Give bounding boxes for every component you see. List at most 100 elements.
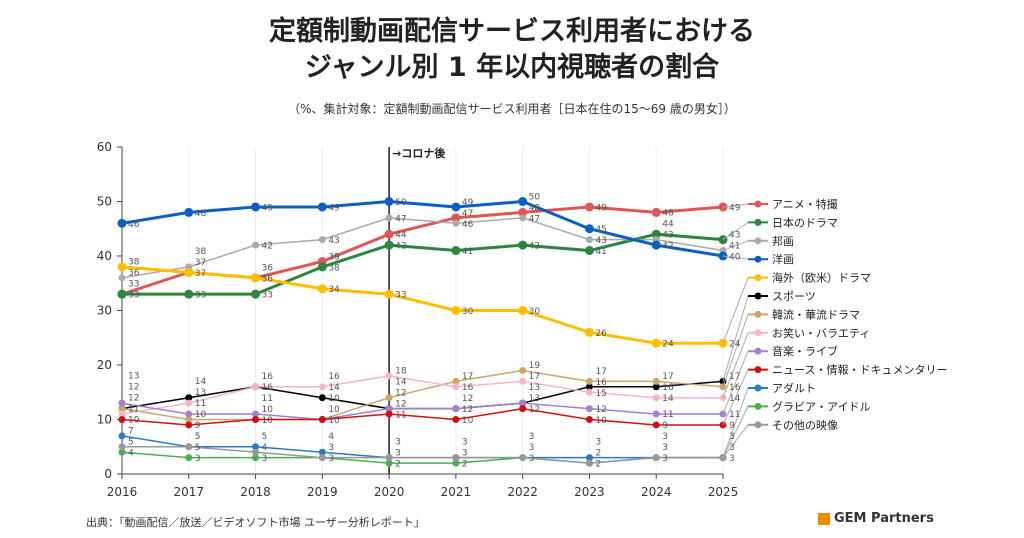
data-label: 13 [529, 394, 540, 404]
data-point [252, 410, 260, 418]
data-point [585, 405, 593, 413]
data-point [318, 394, 326, 402]
data-label: 5 [128, 438, 134, 448]
legend-label: 海外（欧米）ドラマ [772, 271, 871, 285]
legend-label: 邦画 [772, 235, 794, 248]
legend-connector [722, 424, 749, 458]
series-line [122, 232, 724, 296]
data-label: 33 [395, 291, 406, 301]
data-label: 26 [595, 329, 607, 339]
data-label: 12 [395, 400, 406, 410]
legend-marker [754, 237, 762, 245]
data-point [252, 383, 260, 391]
y-tick-label: 60 [97, 140, 112, 154]
series-line [121, 380, 724, 410]
y-tick-label: 50 [97, 195, 112, 209]
legend-label: 洋画 [772, 252, 794, 266]
data-point [318, 383, 326, 391]
data-point [251, 273, 261, 283]
legend-marker [754, 310, 762, 318]
data-label: 3 [729, 454, 735, 464]
series-line [122, 446, 723, 464]
x-tick-label: 2018 [240, 485, 271, 499]
x-tick-label: 2017 [174, 485, 205, 499]
data-label: 10 [328, 394, 340, 404]
data-label: 44 [662, 220, 674, 230]
data-label: 36 [128, 269, 140, 279]
data-label: 47 [529, 214, 540, 224]
data-label: 3 [195, 454, 201, 464]
data-label: 12 [529, 405, 540, 415]
data-label: 3 [529, 432, 535, 442]
data-point [185, 399, 193, 407]
data-label: 43 [595, 236, 606, 246]
data-label: 3 [662, 454, 668, 464]
data-point [451, 306, 461, 315]
x-tick-label: 2020 [374, 485, 405, 499]
data-point [519, 399, 527, 407]
source-note: 出典：「動画配信／放送／ビデオソフト市場 ユーザー分析レポート」 [86, 516, 425, 529]
data-point [585, 388, 593, 396]
data-label: 47 [395, 214, 406, 224]
y-tick-label: 20 [97, 358, 112, 372]
series-line [121, 265, 723, 345]
data-label: 49 [729, 203, 741, 213]
legend-label: お笑い・バラエティ [772, 326, 870, 340]
data-label: 38 [328, 263, 340, 273]
data-label: 14 [328, 383, 340, 393]
data-point [385, 214, 393, 222]
data-point [652, 394, 660, 402]
data-label: 38 [195, 247, 207, 257]
data-point [252, 241, 260, 249]
data-label: 3 [662, 443, 668, 453]
data-label: 16 [262, 372, 274, 382]
data-label: 14 [195, 377, 207, 387]
data-point [584, 246, 594, 256]
x-tick-label: 2022 [507, 485, 538, 499]
logo: GEM Partners [818, 511, 934, 526]
data-label: 49 [328, 203, 340, 213]
legend-marker [754, 347, 762, 355]
legend-marker [754, 274, 762, 282]
data-point [585, 459, 593, 467]
series-line [121, 199, 724, 258]
data-label: 4 [128, 449, 134, 459]
data-label: 11 [395, 411, 406, 421]
data-point [585, 454, 593, 462]
legend-connector [722, 387, 749, 458]
title-line-1: 定額制動画配信サービス利用者における [269, 16, 755, 47]
data-point [518, 207, 528, 217]
data-label: 14 [395, 378, 407, 388]
data-label: 39 [328, 252, 340, 262]
legend-connector [722, 332, 749, 398]
data-point [452, 383, 460, 391]
data-label: 37 [195, 258, 206, 268]
data-label: 10 [128, 416, 140, 426]
data-label: 12 [395, 389, 406, 399]
data-point [652, 377, 660, 385]
data-label: 48 [529, 203, 541, 213]
data-label: 3 [529, 454, 535, 464]
data-point [385, 410, 393, 418]
data-label: 19 [529, 361, 541, 371]
data-label: 2 [395, 460, 401, 470]
data-label: 43 [729, 231, 740, 241]
legend-marker [754, 402, 762, 410]
data-point [185, 410, 193, 418]
data-label: 11 [128, 405, 139, 415]
data-label: 3 [729, 432, 735, 442]
data-label: 2 [462, 460, 468, 470]
logo-mark-icon [818, 512, 830, 525]
data-label: 12 [128, 383, 139, 393]
data-label: 33 [128, 280, 139, 290]
data-point [518, 197, 528, 206]
data-point [118, 405, 126, 413]
data-point [452, 405, 460, 413]
data-label: 10 [328, 416, 340, 426]
data-point [451, 246, 461, 256]
data-point [385, 405, 393, 413]
data-point [519, 377, 527, 385]
data-label: 3 [395, 438, 401, 448]
data-label: 16 [262, 383, 274, 393]
